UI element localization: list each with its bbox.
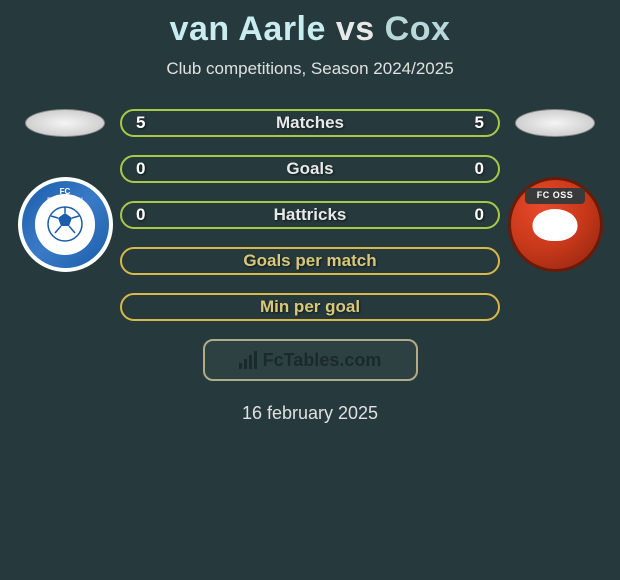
soccer-ball-icon (46, 205, 84, 243)
watermark-text: FcTables.com (263, 350, 382, 371)
crest-right-text: FC OSS (537, 190, 574, 200)
stat-row-min-per-goal: Min per goal (120, 293, 500, 321)
stat-row-hattricks: 0 Hattricks 0 (120, 201, 500, 229)
player1-name: van Aarle (170, 10, 326, 48)
stat-right-value: 0 (475, 159, 484, 179)
club-crest-left: FCEINDHOVEN (18, 177, 113, 272)
right-side: FC OSS (500, 109, 610, 272)
stat-label: Hattricks (274, 205, 347, 225)
stat-left-value: 5 (136, 113, 145, 133)
stat-label: Goals (286, 159, 333, 179)
stat-left-value: 0 (136, 205, 145, 225)
stat-label: Goals per match (243, 251, 376, 271)
stat-row-matches: 5 Matches 5 (120, 109, 500, 137)
left-side: FCEINDHOVEN (10, 109, 120, 272)
comparison-title: van Aarle vs Cox (0, 0, 620, 49)
stat-right-value: 0 (475, 205, 484, 225)
player1-silhouette (25, 109, 105, 137)
watermark: FcTables.com (203, 339, 418, 381)
bars-icon (239, 351, 257, 369)
stat-label: Min per goal (260, 297, 360, 317)
subtitle: Club competitions, Season 2024/2025 (0, 59, 620, 79)
stats-column: 5 Matches 5 0 Goals 0 0 Hattricks 0 Goals per mat… (120, 109, 500, 321)
stat-label: Matches (276, 113, 344, 133)
stat-row-goals-per-match: Goals per match (120, 247, 500, 275)
stat-row-goals: 0 Goals 0 (120, 155, 500, 183)
content-area: FCEINDHOVEN 5 Matches 5 0 Goals 0 0 Hattricks 0 G… (0, 109, 620, 321)
player2-name: Cox (385, 10, 451, 48)
club-crest-right: FC OSS (508, 177, 603, 272)
player2-silhouette (515, 109, 595, 137)
stat-right-value: 5 (475, 113, 484, 133)
stat-left-value: 0 (136, 159, 145, 179)
vs-label: vs (336, 10, 375, 48)
date-label: 16 february 2025 (0, 403, 620, 424)
